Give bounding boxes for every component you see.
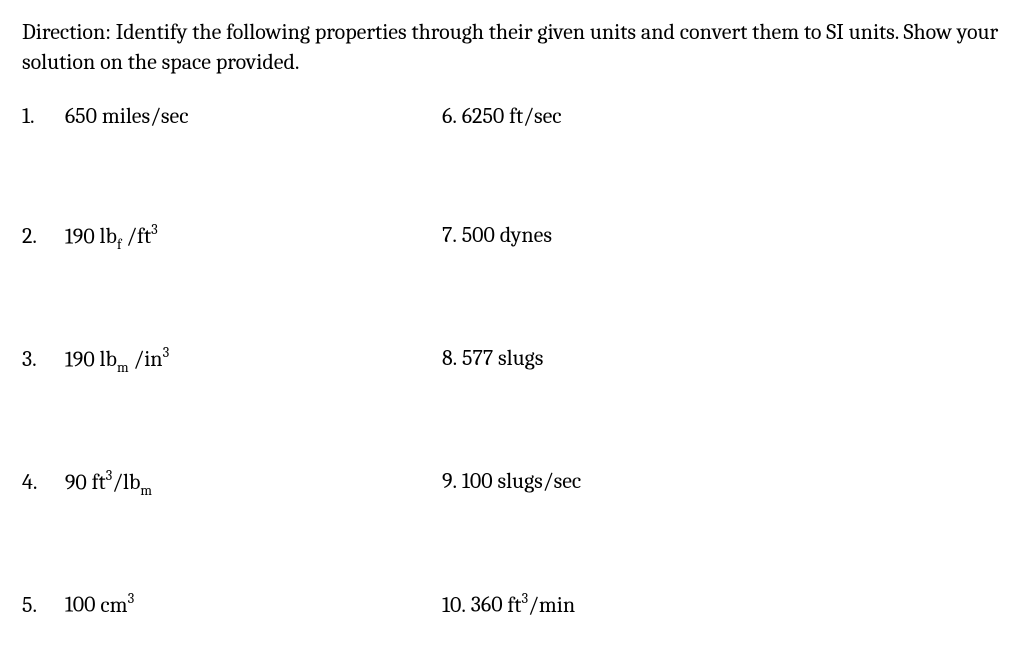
problem-3: 3. 190 lbm /in3	[22, 345, 432, 376]
problem-value: 100	[462, 468, 493, 494]
problem-unit: miles/sec	[102, 103, 189, 129]
worksheet-page: Direction: Identify the following proper…	[0, 0, 1028, 655]
problem-unit: dynes	[500, 222, 552, 248]
problem-number: 10.	[442, 592, 466, 618]
problem-unit: ft3/lbm	[92, 469, 152, 495]
problem-unit: ft/sec	[509, 103, 561, 129]
problem-number: 5.	[22, 592, 60, 618]
problem-9: 9. 100 slugs/sec	[442, 468, 1006, 499]
problem-number: 2.	[22, 223, 60, 249]
problem-value: 500	[462, 222, 495, 248]
problem-grid: 1. 650 miles/sec 6. 6250 ft/sec 2. 190 l…	[22, 103, 1006, 618]
problem-value: 650	[65, 103, 97, 129]
problem-value: 90	[65, 469, 87, 495]
problem-number: 4.	[22, 469, 60, 495]
problem-value: 577	[462, 345, 493, 371]
problem-7: 7. 500 dynes	[442, 222, 1006, 253]
problem-number: 8.	[442, 345, 457, 371]
problem-10: 10. 360 ft3/min	[442, 590, 1006, 618]
problem-unit: lbm /in3	[100, 346, 170, 372]
problem-number: 7.	[442, 222, 457, 248]
direction-text: Direction: Identify the following proper…	[22, 18, 1006, 77]
problem-value: 190	[65, 346, 95, 372]
problem-unit: slugs	[498, 345, 543, 371]
problem-number: 3.	[22, 346, 60, 372]
problem-unit: lbf /ft3	[100, 223, 158, 249]
problem-unit: ft3/min	[507, 592, 575, 618]
problem-number: 9.	[442, 468, 457, 494]
problem-2: 2. 190 lbf /ft3	[22, 222, 432, 253]
problem-6: 6. 6250 ft/sec	[442, 103, 1006, 129]
problem-value: 100	[65, 592, 96, 618]
problem-number: 1.	[22, 103, 60, 129]
problem-value: 6250	[462, 103, 505, 129]
problem-number: 6.	[442, 103, 457, 129]
problem-unit: slugs/sec	[497, 468, 581, 494]
problem-8: 8. 577 slugs	[442, 345, 1006, 376]
problem-value: 190	[65, 223, 95, 249]
problem-unit: cm3	[100, 592, 134, 618]
problem-1: 1. 650 miles/sec	[22, 103, 432, 129]
problem-4: 4. 90 ft3/lbm	[22, 468, 432, 499]
problem-5: 5. 100 cm3	[22, 590, 432, 618]
problem-value: 360	[471, 592, 503, 618]
